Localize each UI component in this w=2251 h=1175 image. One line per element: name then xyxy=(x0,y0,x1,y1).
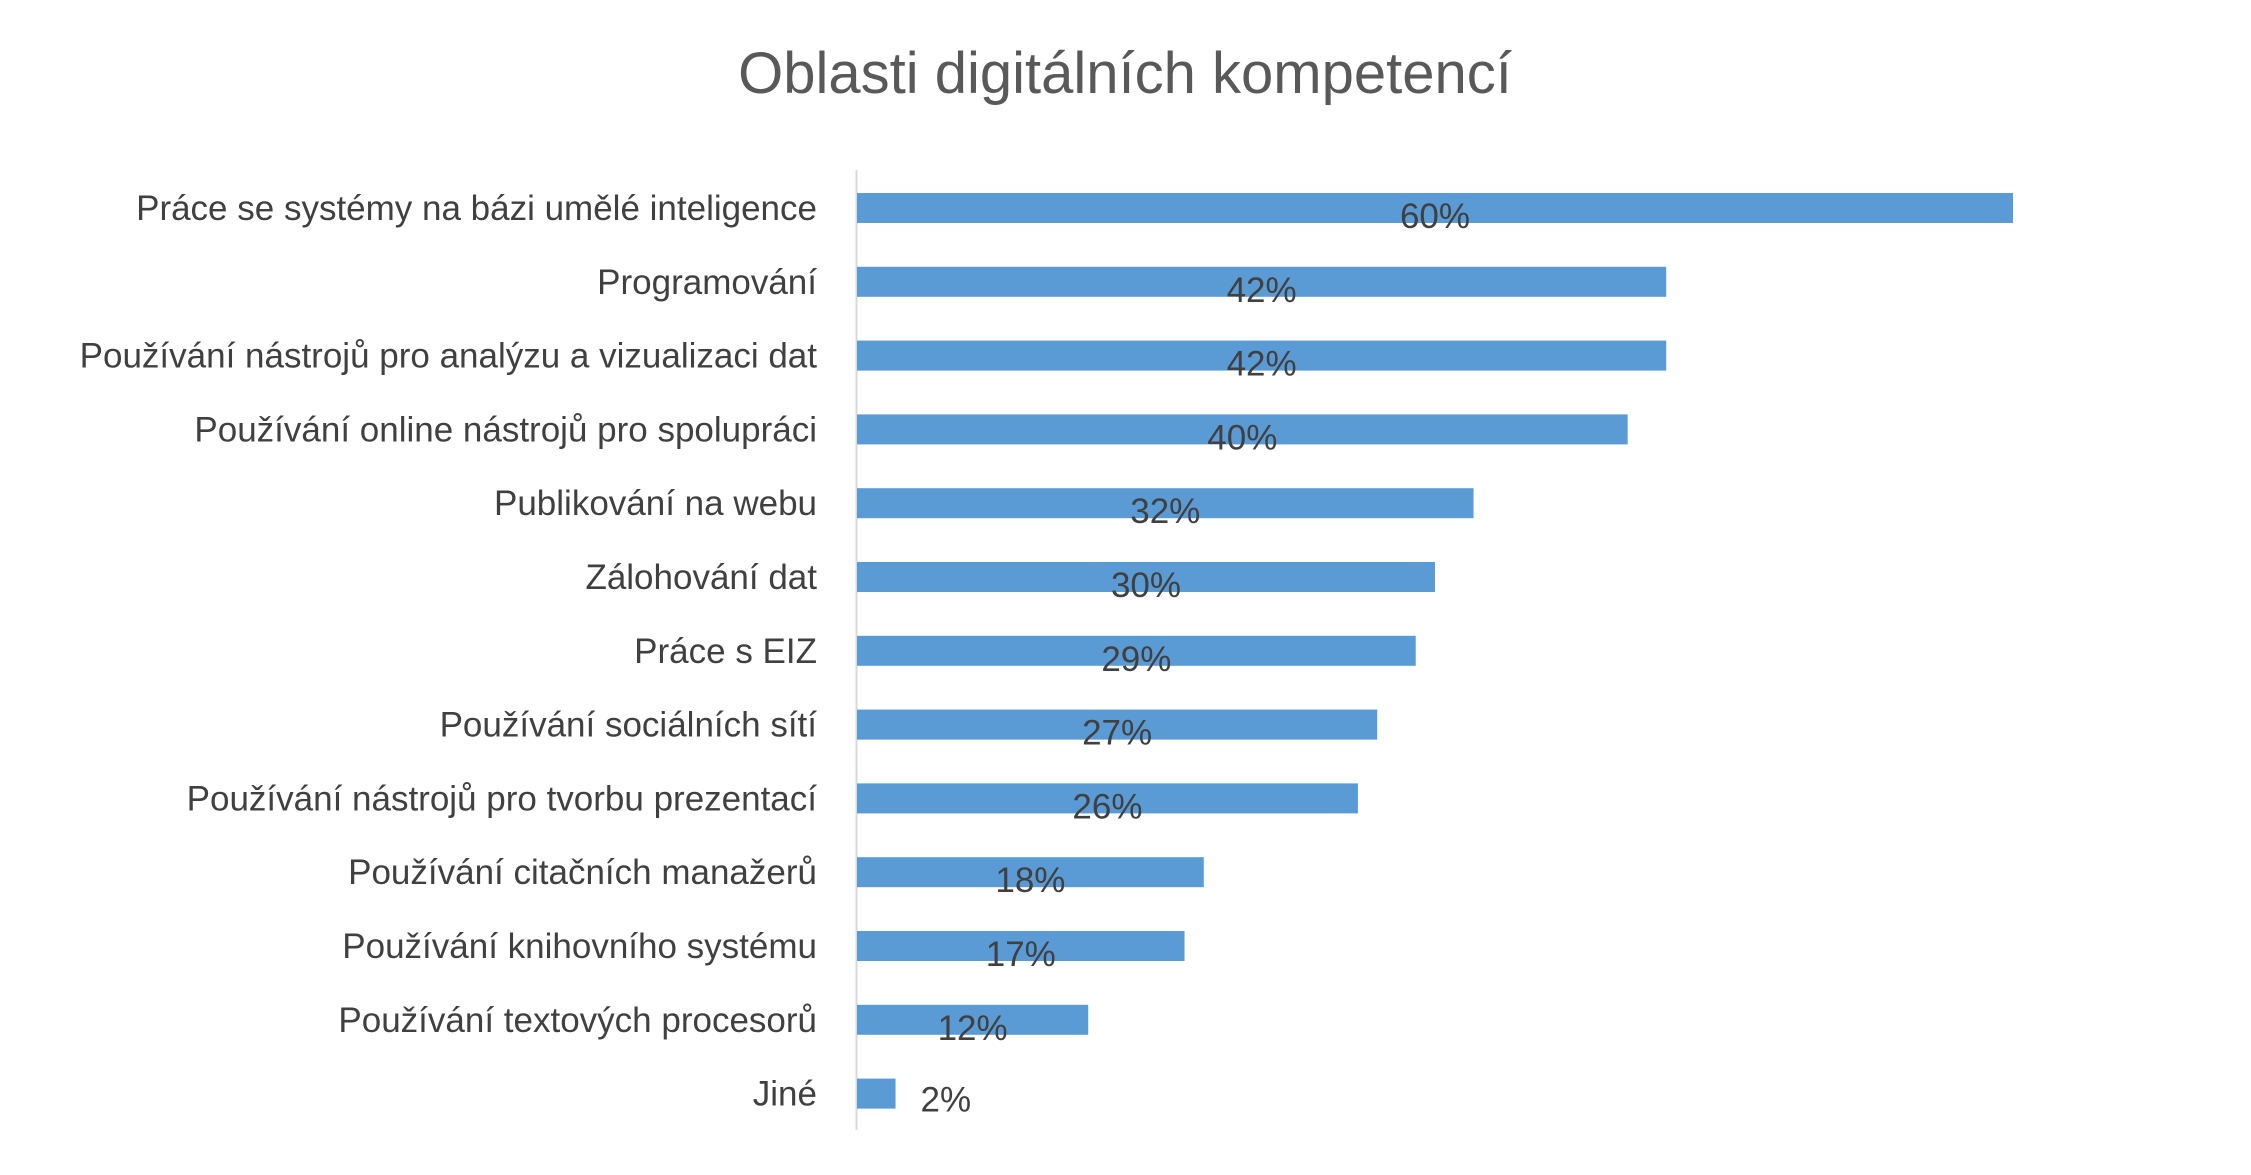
data-label: 27% xyxy=(1082,714,1152,753)
data-label: 12% xyxy=(938,1009,1008,1048)
bar xyxy=(857,783,1358,814)
bar xyxy=(857,857,1204,888)
category-label: Používání nástrojů pro analýzu a vizuali… xyxy=(80,337,818,376)
category-label: Jiné xyxy=(753,1075,817,1114)
data-label: 17% xyxy=(986,935,1056,974)
bars-group xyxy=(857,193,2013,1109)
data-label: 30% xyxy=(1111,566,1181,605)
category-label: Používání textových procesorů xyxy=(338,1001,817,1040)
data-label: 26% xyxy=(1072,787,1142,826)
category-label: Používání sociálních sítí xyxy=(440,706,818,745)
data-label: 60% xyxy=(1400,197,1470,236)
category-label: Publikování na webu xyxy=(494,484,817,523)
category-label: Používání citačních manažerů xyxy=(348,853,817,892)
value-labels-group: 60% 42% 42% 40%32% 30% 29% 27% 26%18% 17% 12% 2% xyxy=(921,197,1470,1120)
category-labels-group: Práce se systémy na bázi umělé inteligen… xyxy=(80,189,818,1114)
chart-title: Oblasti digitálních kompetencí xyxy=(738,41,1512,106)
bar xyxy=(857,488,1474,519)
category-label: Používání knihovního systému xyxy=(342,927,817,966)
bar xyxy=(857,266,1667,297)
category-label: Práce s EIZ xyxy=(634,632,817,671)
data-label: 40% xyxy=(1207,418,1277,457)
category-label: Práce se systémy na bázi umělé inteligen… xyxy=(136,189,817,228)
data-label: 42% xyxy=(1227,271,1297,310)
category-label: Zálohování dat xyxy=(585,558,817,597)
bar xyxy=(857,635,1416,666)
data-label: 29% xyxy=(1101,640,1171,679)
category-label: Programování xyxy=(597,263,817,302)
bar xyxy=(857,193,2013,223)
bar xyxy=(857,931,1185,961)
bar xyxy=(857,414,1628,445)
bar xyxy=(857,1004,1089,1035)
bar xyxy=(857,562,1435,592)
data-label: 18% xyxy=(995,861,1065,900)
bar xyxy=(857,340,1667,371)
data-label: 32% xyxy=(1130,492,1200,531)
category-label: Používání online nástrojů pro spolupráci xyxy=(194,410,817,449)
data-label: 42% xyxy=(1227,345,1297,384)
data-label: 2% xyxy=(921,1081,972,1120)
bar xyxy=(857,1078,896,1109)
category-label: Používání nástrojů pro tvorbu prezentací xyxy=(187,779,818,818)
bar xyxy=(857,709,1378,740)
